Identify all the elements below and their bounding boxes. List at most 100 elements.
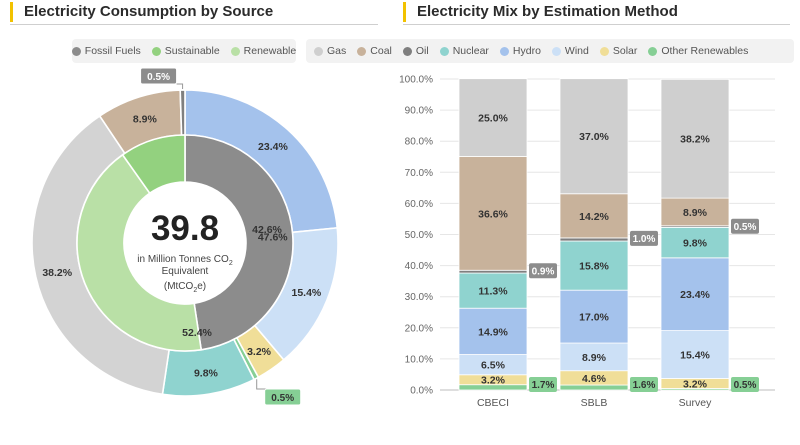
center-value: 39.8 bbox=[151, 209, 219, 248]
left-chart-title: Electricity Consumption by Source bbox=[10, 2, 273, 22]
legend-swatch-other-renewables bbox=[648, 46, 658, 56]
bar-label-cbeci-solar: 3.2% bbox=[481, 375, 506, 387]
donut-center: 39.8 in Million Tonnes CO2 Equivalent (M… bbox=[137, 209, 233, 294]
outer-ring-label-solar: 3.2% bbox=[247, 346, 272, 358]
outer-ring-slice-oil bbox=[179, 89, 186, 136]
bar-callout-box-sblb-other-renewables bbox=[630, 377, 658, 392]
bar-label-survey-coal: 8.9% bbox=[683, 207, 708, 219]
legend-swatch-wind bbox=[551, 46, 561, 56]
y-tick-label: 60.0% bbox=[405, 199, 433, 210]
outer-ring-label-wind: 15.4% bbox=[292, 287, 322, 299]
legend-swatch-gas bbox=[314, 46, 323, 56]
y-tick-label: 70.0% bbox=[405, 168, 433, 179]
legend-label-gas: Gas bbox=[327, 45, 347, 57]
legend-swatch-fossil-fuels bbox=[71, 46, 81, 56]
bar-label-cbeci-gas: 25.0% bbox=[478, 113, 508, 125]
bar-label-survey-solar: 3.2% bbox=[683, 378, 708, 390]
outer-ring-callout-box-oil bbox=[140, 67, 178, 85]
legend-label-coal: Coal bbox=[370, 45, 392, 57]
bar-label-sblb-coal: 14.2% bbox=[579, 211, 609, 223]
legend-label-renewable: Renewable bbox=[243, 45, 297, 57]
inner-ring-slice-renewable bbox=[76, 153, 203, 352]
bar-sblb-hydro bbox=[559, 289, 629, 344]
outer-ring-label-other-renewables: 0.5% bbox=[271, 393, 294, 404]
bar-label-cbeci-coal: 36.6% bbox=[478, 208, 508, 220]
legend-label-fossil-fuels: Fossil Fuels bbox=[84, 45, 141, 57]
legend-swatch-hydro bbox=[499, 46, 509, 56]
legend-label-wind: Wind bbox=[564, 45, 589, 57]
bar-sblb-other-renewables bbox=[559, 384, 629, 391]
bar-sblb-oil bbox=[559, 237, 629, 242]
center-caption-line2: Equivalent bbox=[162, 266, 209, 277]
donut-chart: 23.4% 15.4% 3.2% 0.5% 9.8% 38.2% 8.9% 0.5% 47.6%… bbox=[31, 67, 339, 406]
bar-label-survey-gas: 38.2% bbox=[680, 134, 710, 146]
outer-ring-label-gas: 38.2% bbox=[42, 267, 72, 279]
legend-label-oil: Oil bbox=[415, 45, 429, 57]
outer-ring-leader-other-renewables bbox=[256, 379, 283, 390]
center-caption-line1: in Million Tonnes CO2 bbox=[137, 254, 233, 267]
inner-ring-label-fossil-fuels: 47.6% bbox=[258, 231, 288, 243]
legend-label-sustainable: Sustainable bbox=[164, 45, 220, 57]
bar-survey-gas bbox=[660, 78, 730, 199]
inner-ring-label-sustainable: 52.4% bbox=[182, 327, 212, 339]
bar-cbeci-gas bbox=[458, 78, 528, 157]
bar-sblb-gas bbox=[559, 78, 629, 195]
y-tick-label: 80.0% bbox=[405, 137, 433, 148]
legend-item-gas: Gas bbox=[314, 45, 346, 57]
legend-label-hydro: Hydro bbox=[512, 45, 541, 57]
left-legend: Fossil Fuels Sustainable Renewable bbox=[71, 39, 297, 63]
y-tick-label: 30.0% bbox=[405, 292, 433, 303]
outer-ring-label-coal: 8.9% bbox=[133, 113, 158, 125]
bar-callout-box-cbeci-oil bbox=[529, 263, 557, 279]
bar-label-survey-oil: 0.5% bbox=[734, 222, 757, 233]
bar-label-survey-other-renewables: 0.5% bbox=[734, 380, 757, 391]
outer-ring-label-hydro: 23.4% bbox=[258, 141, 288, 153]
legend-swatch-coal bbox=[357, 46, 367, 56]
bar-label-sblb-wind: 8.9% bbox=[582, 352, 607, 364]
legend-label-nuclear: Nuclear bbox=[452, 45, 489, 57]
bar-callout-box-survey-other-renewables bbox=[731, 377, 759, 392]
y-tick-label: 0.0% bbox=[410, 386, 433, 397]
inner-ring-slice-fossil-fuels bbox=[184, 134, 294, 351]
bar-callout-box-cbeci-other-renewables bbox=[529, 377, 557, 392]
bar-label-sblb-other-renewables: 1.6% bbox=[633, 380, 656, 391]
right-title-rule bbox=[403, 24, 790, 25]
y-tick-label: 100.0% bbox=[399, 75, 433, 86]
bar-survey-hydro bbox=[660, 257, 730, 331]
bar-callout-box-survey-oil bbox=[731, 218, 759, 234]
legend-item-other-renewables: Other Renewables bbox=[648, 45, 748, 57]
y-tick-label: 20.0% bbox=[405, 323, 433, 334]
bar-callout-box-sblb-oil bbox=[630, 230, 658, 246]
bar-label-survey-wind: 15.4% bbox=[680, 350, 710, 362]
bar-label-survey-hydro: 23.4% bbox=[680, 289, 710, 301]
x-tick-label-survey: Survey bbox=[679, 397, 712, 409]
bar-sblb-nuclear bbox=[559, 240, 629, 291]
bar-label-sblb-gas: 37.0% bbox=[579, 131, 609, 143]
outer-ring-label-nuclear: 9.8% bbox=[194, 367, 219, 379]
legend-swatch-nuclear bbox=[439, 46, 449, 56]
bar-label-cbeci-other-renewables: 1.7% bbox=[532, 380, 555, 391]
stacked-bars: 1.7% 3.2% 6.5% 14.9% 11.3% 0.9% 36.6% 25.0% CBEC… bbox=[458, 78, 759, 409]
legend-swatch-renewable bbox=[230, 46, 240, 56]
right-legend: Gas Coal Oil Nuclear Hydro Wind Solar Other Ren… bbox=[306, 39, 794, 63]
outer-ring-label-oil: 0.5% bbox=[147, 72, 170, 83]
y-tick-label: 40.0% bbox=[405, 261, 433, 272]
bar-label-cbeci-nuclear: 11.3% bbox=[478, 286, 508, 298]
legend-item-oil: Oil bbox=[402, 45, 429, 57]
bar-cbeci-nuclear bbox=[458, 272, 528, 309]
x-tick-label-sblb: SBLB bbox=[581, 397, 608, 409]
center-caption-line3: (MtCO2e) bbox=[164, 281, 206, 294]
bar-label-survey-nuclear: 9.8% bbox=[683, 238, 708, 250]
legend-label-solar: Solar bbox=[612, 45, 638, 57]
legend-item-sustainable: Sustainable bbox=[151, 45, 220, 57]
outer-ring-callout-box-other-renewables bbox=[264, 388, 302, 406]
legend-swatch-solar bbox=[599, 46, 609, 56]
bar-survey-coal bbox=[660, 197, 730, 227]
legend-swatch-sustainable bbox=[151, 46, 161, 56]
bar-label-sblb-solar: 4.6% bbox=[582, 373, 607, 385]
legend-item-wind: Wind bbox=[551, 45, 589, 57]
right-chart-title: Electricity Mix by Estimation Method bbox=[403, 2, 678, 22]
y-tick-label: 90.0% bbox=[405, 106, 433, 117]
legend-swatch-oil bbox=[402, 46, 412, 56]
